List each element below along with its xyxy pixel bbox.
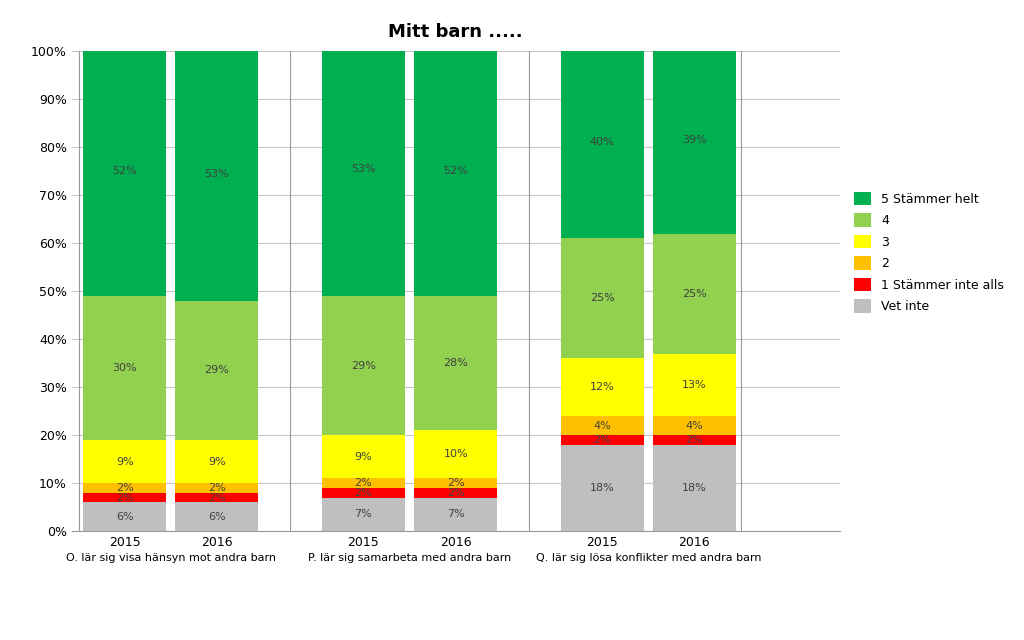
- Text: 28%: 28%: [443, 358, 468, 368]
- Bar: [560, 358, 644, 416]
- Text: 53%: 53%: [351, 164, 376, 174]
- Text: 30%: 30%: [113, 363, 137, 373]
- Text: 2%: 2%: [354, 488, 373, 498]
- Text: 40%: 40%: [590, 138, 614, 147]
- Text: 25%: 25%: [682, 289, 707, 299]
- Bar: [83, 493, 166, 502]
- Text: 9%: 9%: [354, 452, 373, 462]
- Text: 4%: 4%: [593, 420, 611, 431]
- Text: 10%: 10%: [443, 449, 468, 460]
- Bar: [322, 296, 404, 435]
- Bar: [83, 440, 166, 483]
- Text: P. lär sig samarbeta med andra barn: P. lär sig samarbeta med andra barn: [308, 554, 511, 563]
- Text: 52%: 52%: [113, 166, 137, 176]
- Text: 25%: 25%: [590, 293, 614, 303]
- Text: Q. lär sig lösa konflikter med andra barn: Q. lär sig lösa konflikter med andra bar…: [536, 554, 761, 563]
- Bar: [83, 46, 166, 296]
- Bar: [653, 353, 736, 416]
- Bar: [653, 46, 736, 234]
- Text: 2%: 2%: [354, 478, 373, 488]
- Text: 52%: 52%: [443, 166, 468, 176]
- Text: 2%: 2%: [208, 483, 226, 493]
- Bar: [83, 483, 166, 493]
- Bar: [414, 488, 498, 498]
- Text: 4%: 4%: [685, 420, 703, 431]
- Text: 7%: 7%: [354, 509, 373, 520]
- Text: 29%: 29%: [205, 365, 229, 376]
- Text: 2%: 2%: [116, 483, 133, 493]
- Text: 13%: 13%: [682, 380, 707, 390]
- Bar: [560, 238, 644, 358]
- Legend: 5 Stämmer helt, 4, 3, 2, 1 Stämmer inte alls, Vet inte: 5 Stämmer helt, 4, 3, 2, 1 Stämmer inte …: [854, 192, 1004, 314]
- Text: 2%: 2%: [446, 478, 465, 488]
- Text: 53%: 53%: [205, 168, 229, 179]
- Bar: [175, 493, 258, 502]
- Bar: [414, 430, 498, 478]
- Bar: [322, 42, 404, 296]
- Text: 29%: 29%: [351, 360, 376, 371]
- Text: 2%: 2%: [208, 493, 226, 502]
- Bar: [560, 435, 644, 445]
- Bar: [175, 483, 258, 493]
- Bar: [653, 416, 736, 435]
- Bar: [560, 416, 644, 435]
- Text: 7%: 7%: [446, 509, 465, 520]
- Text: 18%: 18%: [682, 483, 707, 493]
- Text: 2%: 2%: [116, 493, 133, 502]
- Bar: [83, 502, 166, 531]
- Bar: [175, 301, 258, 440]
- Bar: [322, 488, 404, 498]
- Bar: [560, 46, 644, 238]
- Text: 39%: 39%: [682, 135, 707, 145]
- Bar: [414, 478, 498, 488]
- Text: 18%: 18%: [590, 483, 614, 493]
- Bar: [175, 46, 258, 301]
- Text: 6%: 6%: [208, 512, 225, 522]
- Bar: [414, 46, 498, 296]
- Text: 2%: 2%: [685, 435, 703, 445]
- Text: 9%: 9%: [208, 456, 226, 467]
- Bar: [175, 440, 258, 483]
- Bar: [83, 296, 166, 440]
- Bar: [560, 445, 644, 531]
- Bar: [414, 498, 498, 531]
- Bar: [653, 445, 736, 531]
- Bar: [653, 234, 736, 353]
- Text: 6%: 6%: [116, 512, 133, 522]
- Text: 2%: 2%: [593, 435, 611, 445]
- Text: 2%: 2%: [446, 488, 465, 498]
- Text: 9%: 9%: [116, 456, 133, 467]
- Text: O. lär sig visa hänsyn mot andra barn: O. lär sig visa hänsyn mot andra barn: [66, 554, 275, 563]
- Bar: [322, 478, 404, 488]
- Bar: [322, 498, 404, 531]
- Bar: [322, 435, 404, 478]
- Bar: [653, 435, 736, 445]
- Bar: [414, 296, 498, 430]
- Title: Mitt barn .....: Mitt barn .....: [388, 23, 523, 42]
- Bar: [175, 502, 258, 531]
- Text: 12%: 12%: [590, 382, 614, 392]
